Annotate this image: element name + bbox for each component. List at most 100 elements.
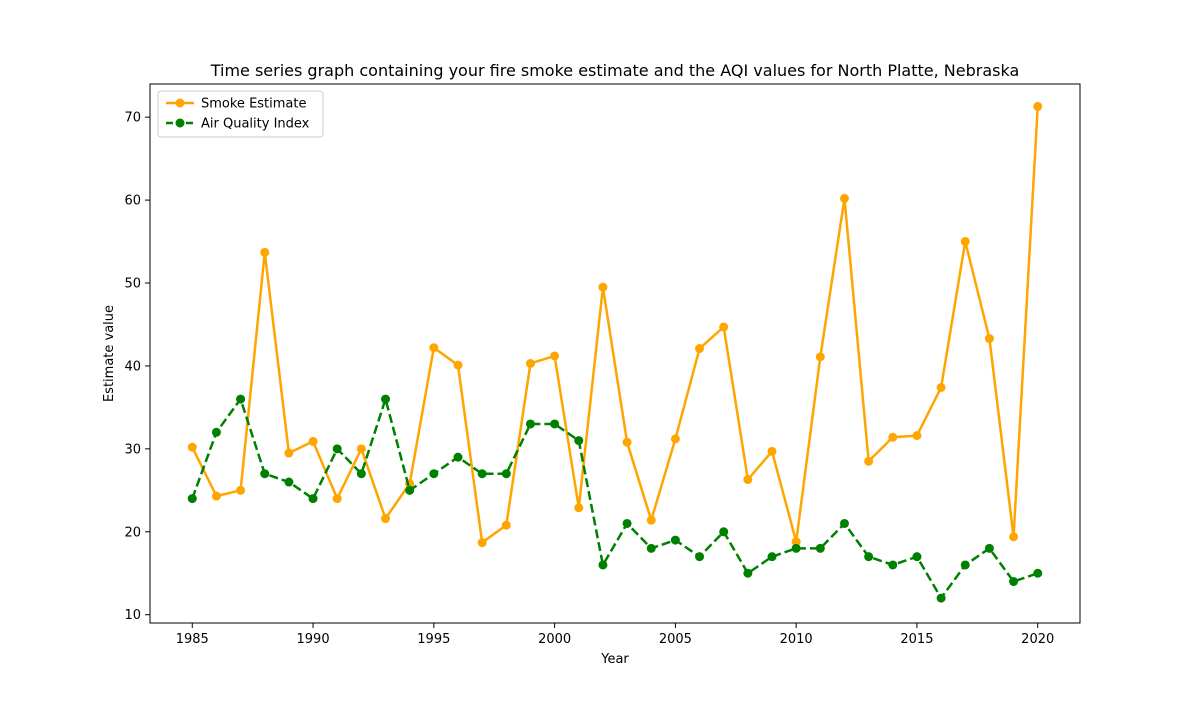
data-point-smoke-estimate — [912, 431, 922, 441]
data-point-smoke-estimate — [622, 437, 632, 447]
data-point-smoke-estimate — [791, 537, 801, 547]
series-layer — [187, 101, 1043, 603]
data-point-smoke-estimate — [574, 503, 584, 513]
data-point-air-quality-index — [501, 469, 511, 479]
data-point-air-quality-index — [984, 543, 994, 553]
x-tick-label: 2020 — [1021, 632, 1054, 647]
data-point-air-quality-index — [598, 560, 608, 570]
data-point-smoke-estimate — [187, 442, 197, 452]
data-point-air-quality-index — [912, 552, 922, 562]
legend-swatch-marker — [175, 118, 185, 128]
data-point-smoke-estimate — [984, 334, 994, 344]
data-point-smoke-estimate — [646, 515, 656, 525]
data-point-smoke-estimate — [1009, 532, 1019, 542]
legend-label: Air Quality Index — [201, 117, 310, 132]
legend-item-air-quality-index: Air Quality Index — [166, 117, 310, 132]
x-axis-label: Year — [600, 652, 629, 667]
data-point-air-quality-index — [1033, 568, 1043, 578]
data-point-smoke-estimate — [453, 360, 463, 370]
data-point-smoke-estimate — [864, 456, 874, 466]
data-point-smoke-estimate — [501, 520, 511, 530]
data-point-smoke-estimate — [260, 247, 270, 257]
data-point-air-quality-index — [864, 552, 874, 562]
data-point-air-quality-index — [405, 485, 415, 495]
data-point-smoke-estimate — [695, 344, 705, 354]
legend-box — [157, 90, 324, 138]
data-point-smoke-estimate — [598, 282, 608, 292]
x-tick-label: 2000 — [538, 632, 571, 647]
data-point-air-quality-index — [187, 494, 197, 504]
y-tick-label: 70 — [124, 111, 141, 126]
data-point-air-quality-index — [743, 568, 753, 578]
data-point-smoke-estimate — [332, 494, 342, 504]
data-point-air-quality-index — [332, 444, 342, 454]
data-point-air-quality-index — [260, 469, 270, 479]
data-point-air-quality-index — [936, 593, 946, 603]
data-point-air-quality-index — [525, 419, 535, 429]
data-point-air-quality-index — [284, 477, 294, 487]
y-tick-label: 20 — [124, 525, 141, 540]
data-point-air-quality-index — [622, 518, 632, 528]
x-tick-label: 2005 — [659, 632, 692, 647]
y-tick-label: 40 — [124, 359, 141, 374]
data-point-air-quality-index — [574, 436, 584, 446]
data-point-smoke-estimate — [815, 352, 825, 362]
data-point-smoke-estimate — [356, 444, 366, 454]
y-tick-label: 50 — [124, 277, 141, 292]
data-point-smoke-estimate — [236, 485, 246, 495]
x-tick-label: 1985 — [176, 632, 209, 647]
data-point-air-quality-index — [960, 560, 970, 570]
data-point-air-quality-index — [381, 394, 391, 404]
data-point-air-quality-index — [477, 469, 487, 479]
data-point-air-quality-index — [453, 452, 463, 462]
data-point-air-quality-index — [767, 552, 777, 562]
series-line-smoke-estimate — [191, 106, 1039, 544]
data-point-smoke-estimate — [767, 446, 777, 456]
series-line-air-quality-index — [191, 397, 1039, 600]
data-point-smoke-estimate — [550, 351, 560, 361]
y-tick-label: 30 — [124, 442, 141, 457]
y-axis-label: Estimate value — [102, 305, 117, 402]
data-point-smoke-estimate — [211, 491, 221, 501]
data-point-smoke-estimate — [839, 193, 849, 203]
legend: Smoke Estimate Air Quality Index — [157, 90, 324, 138]
data-point-air-quality-index — [308, 494, 318, 504]
data-point-smoke-estimate — [719, 322, 729, 332]
series-smoke-estimate — [187, 101, 1043, 548]
y-tick-label: 60 — [124, 194, 141, 209]
y-tick-label: 10 — [124, 608, 141, 623]
data-point-air-quality-index — [670, 535, 680, 545]
legend-item-smoke-estimate: Smoke Estimate — [166, 97, 307, 112]
data-point-smoke-estimate — [477, 538, 487, 548]
data-point-air-quality-index — [695, 552, 705, 562]
data-point-smoke-estimate — [888, 432, 898, 442]
data-point-smoke-estimate — [743, 475, 753, 485]
legend-swatch-marker — [175, 98, 185, 108]
data-point-smoke-estimate — [936, 382, 946, 392]
legend-label: Smoke Estimate — [201, 97, 307, 112]
data-point-air-quality-index — [211, 427, 221, 437]
data-point-air-quality-index — [550, 419, 560, 429]
x-tick-label: 1990 — [297, 632, 330, 647]
x-tick-label: 2010 — [780, 632, 813, 647]
data-point-smoke-estimate — [670, 434, 680, 444]
chart-title: Time series graph containing your fire s… — [210, 61, 1020, 80]
y-axis: 10 20 30 40 50 60 70 — [124, 111, 150, 623]
x-tick-label: 2015 — [900, 632, 933, 647]
x-axis: 1985 1990 1995 2000 2005 2010 2015 2020 — [176, 623, 1054, 647]
x-tick-label: 1995 — [417, 632, 450, 647]
data-point-air-quality-index — [719, 527, 729, 537]
data-point-smoke-estimate — [429, 343, 439, 353]
data-point-air-quality-index — [888, 560, 898, 570]
series-air-quality-index — [187, 394, 1043, 603]
data-point-smoke-estimate — [381, 514, 391, 524]
data-point-air-quality-index — [429, 469, 439, 479]
data-point-air-quality-index — [646, 543, 656, 553]
data-point-air-quality-index — [236, 394, 246, 404]
data-point-air-quality-index — [1009, 577, 1019, 587]
data-point-smoke-estimate — [1033, 101, 1043, 111]
data-point-smoke-estimate — [960, 237, 970, 247]
data-point-air-quality-index — [356, 469, 366, 479]
